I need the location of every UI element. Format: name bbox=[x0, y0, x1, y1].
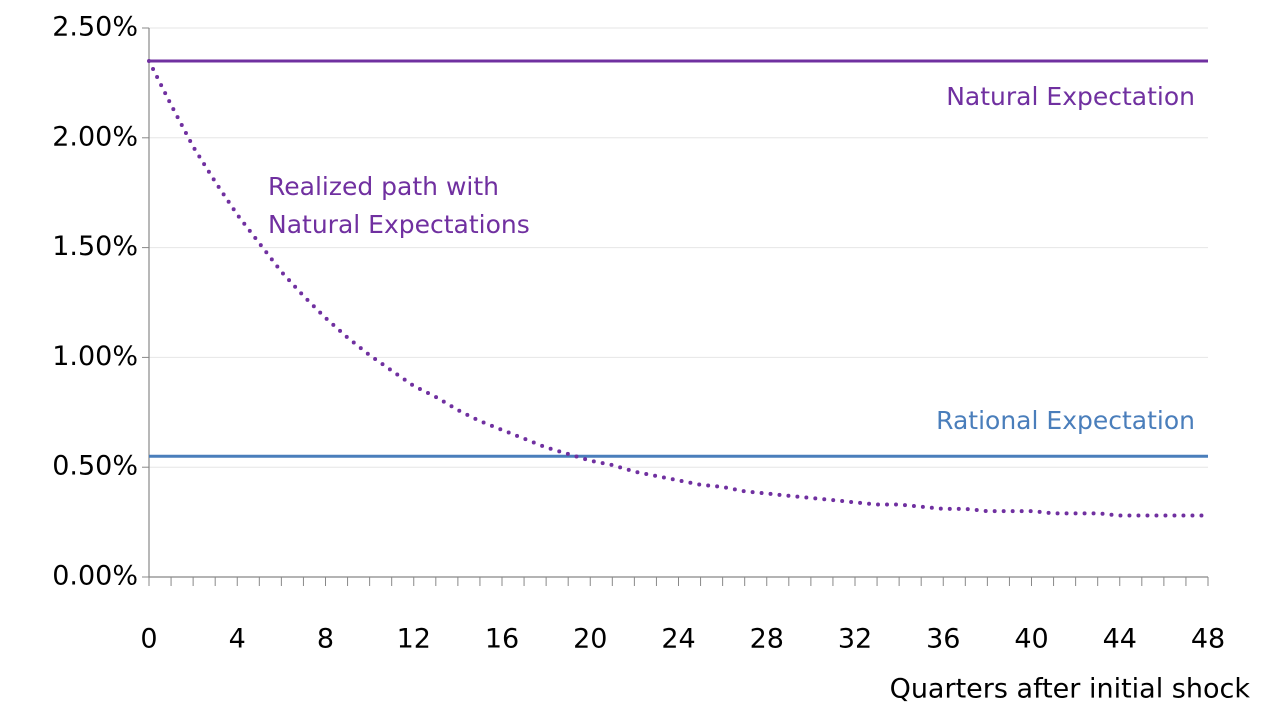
x-tick-label: 12 bbox=[397, 624, 431, 655]
x-axis-label: Quarters after initial shock bbox=[890, 674, 1251, 705]
x-tick-label: 8 bbox=[317, 624, 334, 655]
x-tick-label: 0 bbox=[140, 624, 157, 655]
y-tick-label: 1.00% bbox=[52, 341, 138, 372]
x-tick-label: 48 bbox=[1191, 624, 1225, 655]
series-label-box: Realized path with Natural Expectations bbox=[268, 172, 530, 239]
x-tick-label: 36 bbox=[926, 624, 960, 655]
series-label: Realized path with Natural Expectations bbox=[268, 172, 530, 239]
x-tick-label: 24 bbox=[661, 624, 695, 655]
x-tick-label: 44 bbox=[1103, 624, 1137, 655]
x-tick-label: 40 bbox=[1014, 624, 1048, 655]
x-tick-label: 20 bbox=[573, 624, 607, 655]
series-line bbox=[147, 58, 1210, 518]
y-tick-label: 2.00% bbox=[52, 121, 138, 152]
y-tick-label: 0.00% bbox=[52, 561, 138, 592]
x-tick-label: 32 bbox=[838, 624, 872, 655]
y-tick-label: 1.50% bbox=[52, 231, 138, 262]
x-tick-label: 28 bbox=[750, 624, 784, 655]
x-tick-label: 4 bbox=[229, 624, 246, 655]
x-tick-label: 16 bbox=[485, 624, 519, 655]
series-label: Rational Expectation bbox=[936, 406, 1195, 435]
y-tick-label: 0.50% bbox=[52, 451, 138, 482]
y-tick-label: 2.50% bbox=[52, 12, 138, 43]
series-label: Natural Expectation bbox=[946, 82, 1195, 111]
